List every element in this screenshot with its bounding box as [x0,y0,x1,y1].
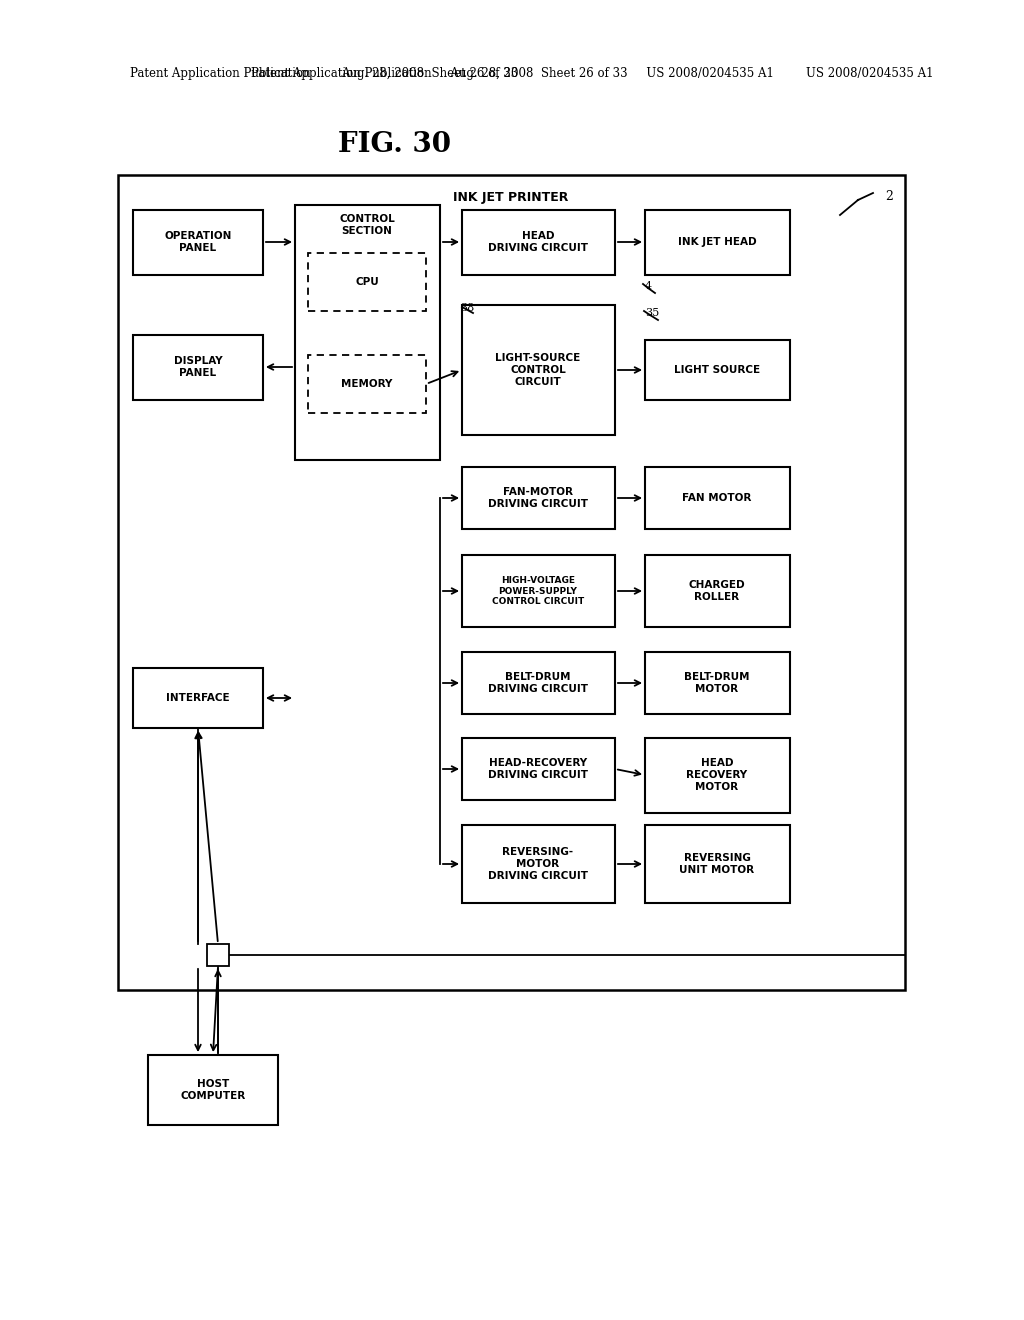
Text: OPERATION
PANEL: OPERATION PANEL [164,231,231,253]
Text: LIGHT-SOURCE
CONTROL
CIRCUIT: LIGHT-SOURCE CONTROL CIRCUIT [496,354,581,387]
Text: HEAD
RECOVERY
MOTOR: HEAD RECOVERY MOTOR [686,759,748,792]
Text: REVERSING-
MOTOR
DRIVING CIRCUIT: REVERSING- MOTOR DRIVING CIRCUIT [488,847,588,880]
Text: CPU: CPU [355,277,379,286]
Text: HEAD-RECOVERY
DRIVING CIRCUIT: HEAD-RECOVERY DRIVING CIRCUIT [488,758,588,780]
Text: DISPLAY
PANEL: DISPLAY PANEL [174,356,222,378]
Text: FAN-MOTOR
DRIVING CIRCUIT: FAN-MOTOR DRIVING CIRCUIT [488,487,588,508]
Text: CHARGED
ROLLER: CHARGED ROLLER [689,581,745,602]
Bar [462,467,615,529]
Text: FAN MOTOR: FAN MOTOR [682,492,752,503]
Text: Patent Application Publication: Patent Application Publication [130,66,310,79]
Bar [462,825,615,903]
Text: HEAD
DRIVING CIRCUIT: HEAD DRIVING CIRCUIT [488,231,588,253]
Bar [133,668,263,729]
Text: FIG. 30: FIG. 30 [339,132,452,158]
Text: INK JET PRINTER: INK JET PRINTER [454,190,568,203]
Text: 4: 4 [645,281,652,290]
Bar [308,355,426,413]
Bar [645,554,790,627]
Text: 35: 35 [645,308,659,318]
Bar [308,253,426,312]
Text: HIGH-VOLTAGE
POWER-SUPPLY
CONTROL CIRCUIT: HIGH-VOLTAGE POWER-SUPPLY CONTROL CIRCUI… [492,576,584,606]
Bar [645,738,790,813]
Bar [462,210,615,275]
Bar [462,652,615,714]
Text: BELT-DRUM
DRIVING CIRCUIT: BELT-DRUM DRIVING CIRCUIT [488,672,588,694]
Bar [462,738,615,800]
Bar [133,335,263,400]
Bar [207,944,229,966]
Bar [645,210,790,275]
Bar [645,652,790,714]
Text: 2: 2 [885,190,893,203]
Text: REVERSING
UNIT MOTOR: REVERSING UNIT MOTOR [680,853,755,875]
Bar [295,205,440,459]
Text: HOST
COMPUTER: HOST COMPUTER [180,1080,246,1101]
Text: LIGHT SOURCE: LIGHT SOURCE [674,366,760,375]
Text: Aug. 28, 2008  Sheet 26 of 33: Aug. 28, 2008 Sheet 26 of 33 [341,66,518,79]
Text: Patent Application Publication     Aug. 28, 2008  Sheet 26 of 33     US 2008/020: Patent Application Publication Aug. 28, … [251,66,773,79]
Bar [645,467,790,529]
Bar [118,176,905,990]
Bar [462,554,615,627]
Text: 38: 38 [460,304,474,313]
Text: US 2008/0204535 A1: US 2008/0204535 A1 [806,66,934,79]
Bar [133,210,263,275]
Text: BELT-DRUM
MOTOR: BELT-DRUM MOTOR [684,672,750,694]
Text: MEMORY: MEMORY [341,379,392,389]
Text: INK JET HEAD: INK JET HEAD [678,238,757,247]
Text: INTERFACE: INTERFACE [166,693,229,704]
Bar [462,305,615,436]
Bar [645,341,790,400]
Text: CONTROL
SECTION: CONTROL SECTION [339,214,395,236]
Bar [148,1055,278,1125]
Bar [645,825,790,903]
